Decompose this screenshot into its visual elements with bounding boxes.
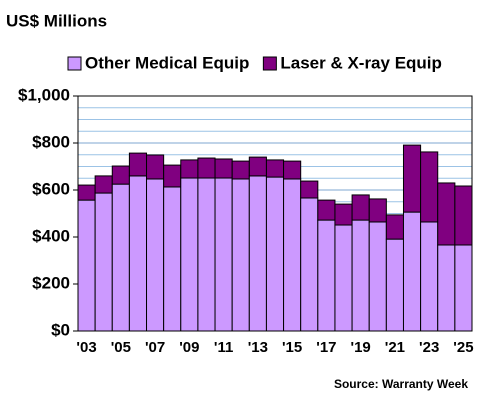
bar-segment [94,175,113,194]
bar-segment [437,244,456,332]
legend-label: Other Medical Equip [85,53,249,72]
bar-segment [334,224,353,332]
x-tick-label: '19 [351,339,371,356]
x-tick-label: '09 [179,339,199,356]
source-note: Source: Warranty Week [334,377,468,391]
bar-segment [368,221,387,332]
y-tick-label: $800 [32,132,70,151]
bar-segment [385,238,404,332]
bar-segment [111,165,130,185]
x-tick-label: '13 [248,339,268,356]
x-tick-label: '11 [214,339,233,356]
bar-segment [317,199,336,221]
bar-segment [454,185,473,246]
legend-swatch [67,56,82,71]
bar-segment [128,175,148,332]
bar-segment [146,178,165,332]
bar-segment [334,203,353,226]
y-tick-label: $1,000 [18,85,70,104]
bar-segment [231,160,250,180]
x-tick-label: '07 [145,339,165,356]
bar-segment [180,177,199,332]
bar-segment [300,197,319,332]
bar-segment [317,219,336,332]
bar-segment [283,178,302,332]
bar-segment [368,198,387,223]
x-tick-label: '21 [385,339,405,356]
y-tick-label: $600 [32,179,70,198]
bar-segment [163,164,182,188]
bar-segment [420,151,439,223]
bar-segment [231,178,250,332]
bar-segment [197,177,216,332]
bar-segment [402,211,422,332]
legend-label: Laser & X-ray Equip [280,53,442,72]
bar-segment [454,244,473,332]
bar-segment [420,221,439,332]
bar-segment [402,144,422,213]
bar-segment [128,152,148,177]
bar-segment [248,156,267,177]
bar-segment [265,176,285,332]
bar-segment [146,154,165,180]
bar-segment [351,194,370,221]
plot-border [77,95,473,332]
x-tick-label: '23 [419,339,439,356]
bar-segment [385,214,404,240]
bar-segment [163,186,182,332]
bar-segment [351,219,370,332]
bar-segment [214,177,233,332]
bar-segment [300,180,319,199]
bar-segment [265,159,285,178]
bar-segment [283,160,302,180]
bar-segment [248,175,267,332]
bar-segment [214,158,233,179]
y-tick-label: $200 [32,273,70,292]
y-tick-label: $400 [32,226,70,245]
x-tick-label: '17 [316,339,336,356]
bar-segment [77,199,96,332]
bar-segment [94,192,113,332]
x-tick-label: '15 [282,339,302,356]
bar-segment [180,159,199,179]
bar-segment [77,184,96,201]
x-tick-label: '25 [453,339,473,356]
bar-segment [197,157,216,179]
bar-segment [437,182,456,246]
x-tick-label: '05 [111,339,131,356]
legend-swatch [262,56,277,71]
bar-segment [111,183,130,332]
x-tick-label: '03 [76,339,96,356]
y-tick-label: $0 [51,320,70,339]
chart-title: US$ Millions [6,11,107,30]
